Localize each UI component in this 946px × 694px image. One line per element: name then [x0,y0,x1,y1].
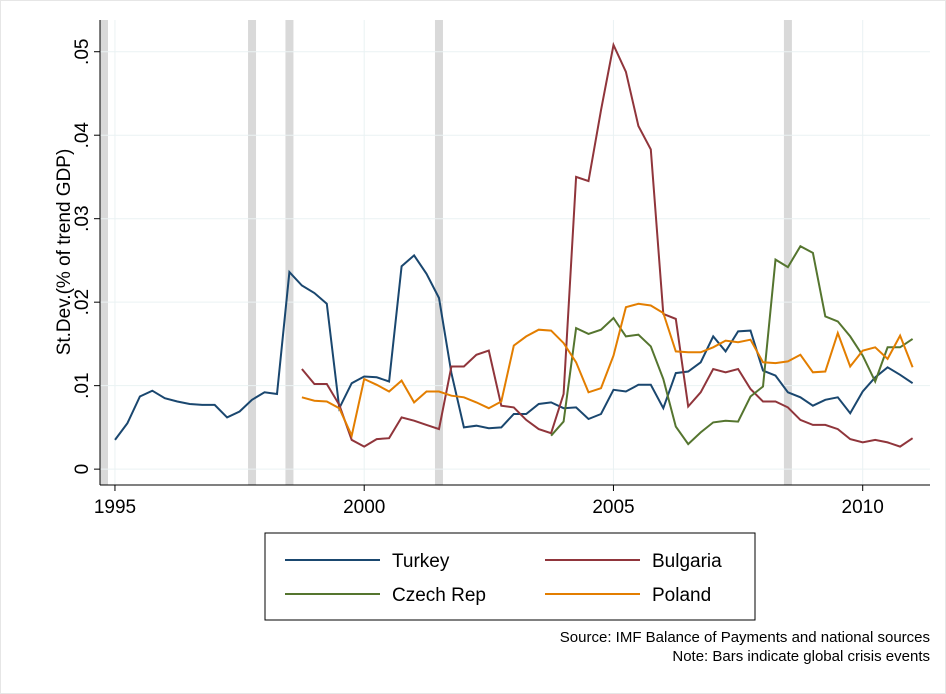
y-tick-label: .05 [72,39,93,65]
x-tick-label: 2000 [343,497,385,518]
x-tick-label: 2010 [842,497,884,518]
legend-label: Czech Rep [392,585,486,606]
x-tick-label: 1995 [94,497,136,518]
crisis-bar [100,20,108,485]
y-axis-label: St.Dev.(% of trend GDP) [54,149,75,356]
data-line [301,302,914,439]
crisis-bar [434,20,443,485]
legend-label: Poland [652,585,711,606]
source-note: Source: IMF Balance of Payments and nati… [560,629,930,646]
legend-label: Bulgaria [652,551,722,572]
data-line [550,244,914,446]
note: Note: Bars indicate global crisis events [672,648,930,665]
x-tick-label: 2005 [592,497,634,518]
data-line [301,41,914,448]
crisis-bar [285,20,294,485]
y-tick-label: .01 [72,372,93,398]
y-tick-label: .02 [72,289,93,315]
y-tick-label: .03 [72,205,93,231]
y-tick-label: .04 [72,122,93,149]
data-line [114,253,914,441]
legend-label: Turkey [392,551,450,572]
y-tick-label: 0 [72,464,93,475]
legend-box [264,532,756,621]
crisis-bar [783,20,792,485]
crisis-bar [248,20,257,485]
